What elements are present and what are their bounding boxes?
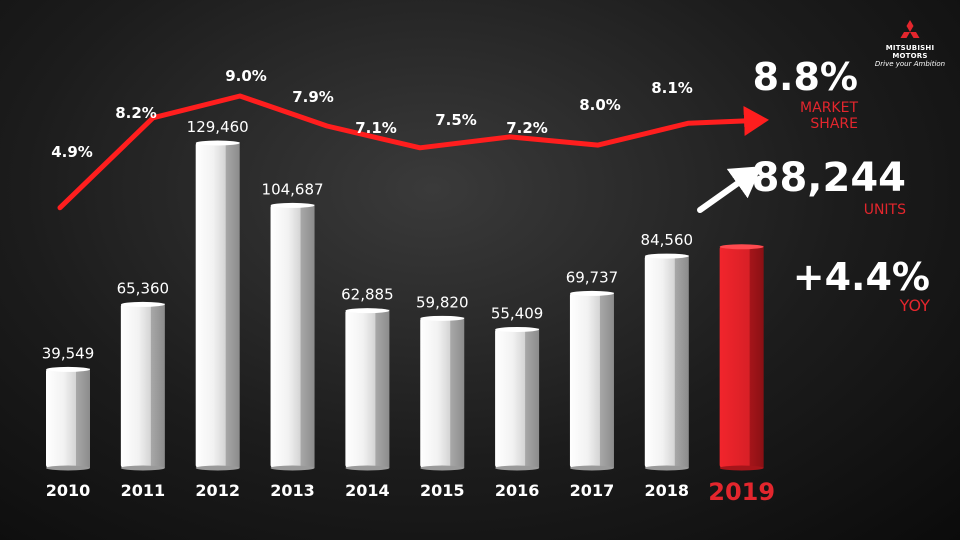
x-tick-label: 2017: [570, 481, 615, 500]
bar-front: [270, 204, 303, 468]
market-share-value: 8.8%: [752, 55, 858, 99]
bar-2013: [270, 202, 315, 471]
bar-front: [120, 303, 153, 468]
bar-2010: [46, 366, 90, 471]
labels-layer: 39,549 2010 65,360 2011 129,460 2012 104,687 20…: [42, 67, 775, 506]
bar-front: [195, 142, 228, 468]
market-share-block: 8.8% MARKET SHARE: [740, 58, 858, 132]
bar-value-label: 62,885: [341, 286, 394, 304]
bar-side: [300, 204, 315, 468]
x-tick-label: 2010: [46, 481, 91, 500]
bar-base: [120, 465, 165, 471]
bar-base: [719, 465, 764, 471]
bar-front: [420, 317, 453, 468]
brand-logo: MITSUBISHI MOTORS Drive your Ambition: [860, 20, 960, 69]
share-value-label: 8.0%: [579, 96, 621, 114]
bar-side: [525, 328, 540, 468]
x-tick-label: 2012: [195, 481, 240, 500]
share-value-label: 7.1%: [355, 119, 397, 137]
yoy-value: +4.4%: [792, 255, 930, 299]
bar-2011: [120, 301, 165, 471]
share-value-label: 7.9%: [292, 88, 334, 106]
x-tick-label: 2011: [121, 481, 166, 500]
bar-top: [270, 202, 315, 208]
bar-base: [569, 465, 614, 471]
bar-side: [749, 245, 764, 468]
x-tick-label: 2015: [420, 481, 465, 500]
share-value-label: 7.5%: [435, 111, 477, 129]
units-label: UNITS: [863, 202, 906, 218]
bar-front: [46, 368, 78, 468]
bar-top: [195, 140, 240, 146]
bar-value-label: 104,687: [262, 180, 324, 198]
bar-value-label: 55,409: [491, 304, 544, 322]
bar-base: [644, 465, 689, 471]
x-tick-label: 2016: [495, 481, 540, 500]
bar-side: [450, 317, 465, 468]
units-trend-arrow: [697, 166, 762, 213]
bar-front: [719, 245, 752, 468]
bar-top: [569, 290, 614, 296]
market-share-label-line1: MARKET: [800, 100, 858, 116]
x-tick-label: 2013: [270, 481, 315, 500]
bar-side: [599, 292, 614, 468]
brand-name-line2: MOTORS: [892, 52, 928, 60]
bar-front: [495, 328, 528, 468]
market-share-line: [57, 93, 769, 211]
bar-side: [225, 142, 240, 468]
share-value-label: 8.2%: [115, 104, 157, 122]
bar-value-label: 65,360: [117, 279, 170, 297]
x-tick-label: 2018: [645, 481, 690, 500]
bar-front: [644, 255, 677, 468]
share-value-label: 4.9%: [51, 143, 93, 161]
units-value: 88,244: [751, 155, 906, 201]
brand-name-line1: MITSUBISHI: [885, 44, 935, 52]
bar-front: [345, 309, 378, 468]
bar-base: [495, 465, 540, 471]
three-diamonds-icon: [900, 20, 920, 38]
units-block: 88,244 UNITS: [740, 158, 906, 218]
bars-layer: [46, 140, 764, 471]
bar-top: [120, 301, 165, 307]
line-layer: [57, 93, 769, 211]
x-tick-label: 2019: [708, 478, 775, 506]
bar-top: [495, 326, 540, 332]
bar-value-label: 59,820: [416, 293, 469, 311]
x-tick-label: 2014: [345, 481, 390, 500]
bar-side: [150, 303, 165, 468]
bar-2018: [644, 253, 689, 471]
bar-top: [46, 366, 90, 372]
bar-base: [46, 465, 90, 471]
bar-value-label: 129,460: [187, 118, 249, 136]
bar-side: [674, 255, 689, 468]
yoy-label: YOY: [899, 296, 930, 315]
bar-base: [195, 465, 240, 471]
bar-top: [345, 308, 390, 314]
market-share-label-line2: SHARE: [810, 116, 858, 132]
bar-2014: [345, 308, 390, 471]
brand-tagline: Drive your Ambition: [874, 60, 946, 68]
share-value-label: 8.1%: [651, 79, 693, 97]
bar-side: [375, 309, 390, 468]
bar-top: [644, 253, 689, 259]
bar-2016: [495, 326, 540, 471]
bar-base: [345, 465, 390, 471]
bar-2012: [195, 140, 240, 471]
bar-front: [569, 292, 602, 468]
share-value-label: 9.0%: [225, 67, 267, 85]
bar-2017: [569, 290, 614, 471]
bar-base: [420, 465, 465, 471]
share-value-label: 7.2%: [506, 119, 548, 137]
bar-2015: [420, 315, 465, 471]
bar-base: [270, 465, 315, 471]
bar-top: [719, 244, 764, 250]
bar-side: [76, 368, 90, 468]
bar-value-label: 69,737: [566, 268, 619, 286]
yoy-block: +4.4% YOY: [760, 258, 930, 314]
bar-top: [420, 315, 465, 321]
bar-value-label: 39,549: [42, 344, 95, 362]
bar-2019: [719, 244, 764, 471]
bar-value-label: 84,560: [641, 231, 694, 249]
